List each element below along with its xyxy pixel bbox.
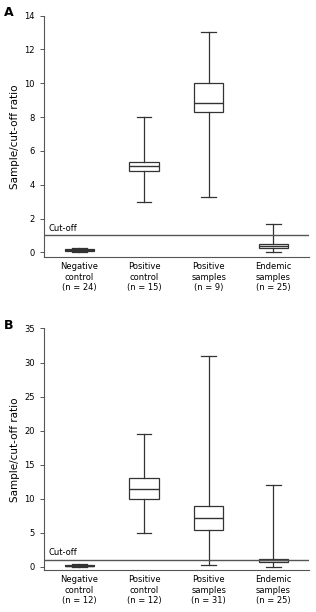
PathPatch shape — [194, 506, 223, 529]
Y-axis label: Sample/cut-off ratio: Sample/cut-off ratio — [10, 397, 20, 502]
Y-axis label: Sample/cut-off ratio: Sample/cut-off ratio — [10, 84, 20, 188]
PathPatch shape — [259, 244, 288, 248]
PathPatch shape — [65, 565, 94, 567]
PathPatch shape — [259, 559, 288, 562]
Text: B: B — [4, 319, 13, 332]
Text: A: A — [4, 6, 14, 19]
Text: Cut-off: Cut-off — [49, 223, 78, 233]
PathPatch shape — [65, 248, 94, 251]
PathPatch shape — [194, 83, 223, 112]
PathPatch shape — [130, 162, 159, 171]
PathPatch shape — [130, 479, 159, 499]
Text: Cut-off: Cut-off — [49, 548, 78, 558]
